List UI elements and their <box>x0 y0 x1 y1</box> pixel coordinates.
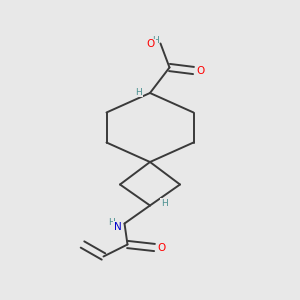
Text: H: H <box>135 88 142 97</box>
Text: O: O <box>196 65 204 76</box>
Text: H: H <box>152 36 158 45</box>
Text: O: O <box>157 243 165 253</box>
Text: N: N <box>114 221 122 232</box>
Text: H: H <box>109 218 115 227</box>
Text: H: H <box>161 199 168 208</box>
Text: O: O <box>147 39 155 50</box>
